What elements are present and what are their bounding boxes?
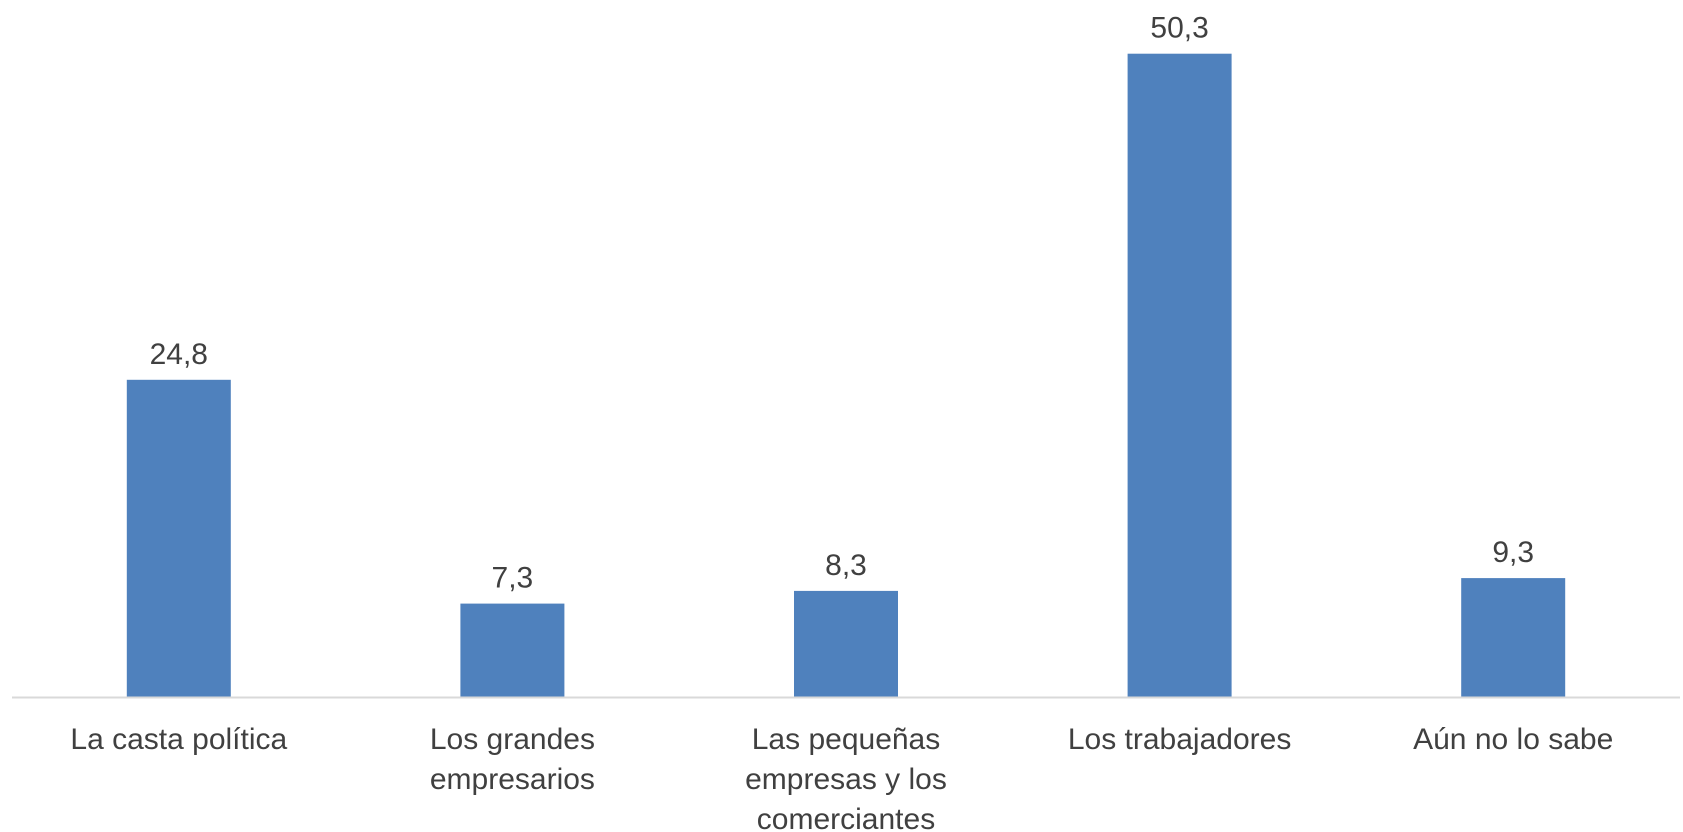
bars-group — [126, 53, 1566, 697]
category-label-line: Las pequeñas — [752, 723, 941, 756]
category-label-line: Los trabajadores — [1068, 723, 1291, 756]
value-label-5: 9,3 — [1492, 536, 1534, 569]
category-label-5: Aún no lo sabe — [1413, 723, 1613, 756]
bar-4 — [1127, 53, 1232, 697]
category-label-line: empresas y los — [745, 763, 947, 796]
category-label-3: Las pequeñas empresas y los comerciantes — [745, 723, 947, 832]
bar-2 — [460, 603, 565, 697]
category-labels-group: La casta política Los grandes empresariosL… — [70, 723, 1613, 832]
value-label-4: 50,3 — [1150, 12, 1208, 45]
category-label-4: Los trabajadores — [1068, 723, 1291, 756]
category-label-line: empresarios — [430, 763, 595, 796]
value-label-1: 24,8 — [150, 338, 208, 371]
category-label-2: Los grandes empresarios — [430, 723, 595, 796]
bar-3 — [794, 590, 898, 697]
value-label-3: 8,3 — [825, 549, 867, 582]
value-label-2: 7,3 — [492, 562, 534, 595]
category-label-line: comerciantes — [757, 803, 935, 832]
category-label-line: La casta política — [70, 723, 287, 756]
value-labels-group: 24,8 7,3 8,3 50,3 9,3 — [150, 12, 1534, 595]
bar-1 — [126, 379, 231, 697]
category-label-line: Aún no lo sabe — [1413, 723, 1613, 756]
category-label-line: Los grandes — [430, 723, 595, 756]
bar-5 — [1461, 578, 1566, 697]
category-label-1: La casta política — [70, 723, 287, 756]
